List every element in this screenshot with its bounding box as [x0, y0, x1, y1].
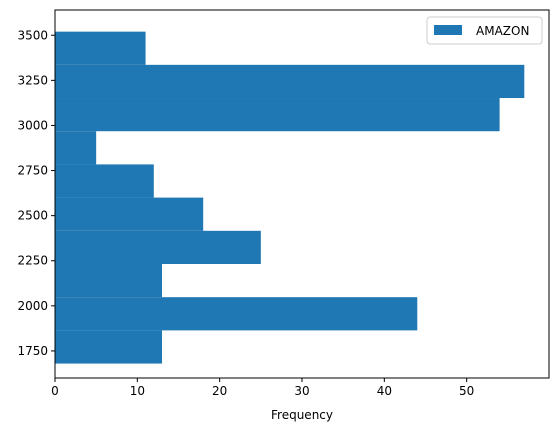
bars-group: [55, 31, 525, 364]
x-tick-label-1: 10: [130, 384, 145, 398]
x-axis-label: Frequency: [271, 408, 333, 422]
y-tick-label-6: 3250: [17, 73, 48, 87]
y-tick-label-4: 2750: [17, 164, 48, 178]
legend-box: [426, 16, 543, 45]
bar-6: [55, 131, 97, 165]
x-tick-label-0: 0: [51, 384, 59, 398]
x-tick-label-5: 50: [459, 384, 474, 398]
y-tick-label-0: 1750: [17, 344, 48, 358]
y-tick-label-3: 2500: [17, 209, 48, 223]
bar-4: [55, 197, 204, 231]
legend: AMAZON: [426, 16, 543, 45]
bar-3: [55, 230, 261, 264]
bar-0: [55, 330, 163, 364]
legend-swatch: [434, 25, 462, 35]
x-tick-label-3: 30: [294, 384, 309, 398]
bar-1: [55, 297, 418, 331]
y-tick-label-7: 3500: [17, 28, 48, 42]
x-tick-label-4: 40: [377, 384, 392, 398]
y-tick-label-5: 3000: [17, 118, 48, 132]
bar-2: [55, 263, 163, 298]
bar-7: [55, 98, 500, 132]
y-axis-ticks: 1750 2000 2250 2500 2750 3000 3250 3500: [17, 28, 55, 358]
y-tick-label-1: 2000: [17, 299, 48, 313]
axes-frame: [54, 9, 550, 379]
y-tick-label-2: 2250: [17, 254, 48, 268]
x-axis-ticks: 0 10 20 30 40 50: [51, 378, 474, 398]
legend-label: AMAZON: [476, 24, 529, 38]
bar-5: [55, 164, 154, 198]
x-tick-label-2: 20: [212, 384, 227, 398]
bar-8: [55, 64, 525, 99]
bar-9: [55, 31, 146, 65]
